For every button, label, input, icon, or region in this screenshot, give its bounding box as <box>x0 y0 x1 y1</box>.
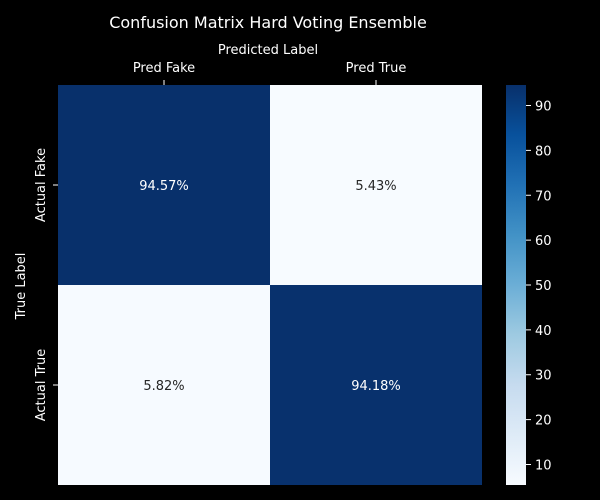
y-tick-label: Actual True <box>34 349 49 421</box>
x-tick-label: Pred True <box>346 61 407 76</box>
colorbar-tick-label: 70 <box>535 189 552 204</box>
x-tick-label: Pred Fake <box>133 61 195 76</box>
x-axis-label: Predicted Label <box>218 43 318 58</box>
colorbar: 10 20 30 40 50 60 70 80 90 <box>506 85 552 485</box>
colorbar-gradient <box>506 85 526 485</box>
heatmap-cell <box>58 85 270 285</box>
heatmap-cell <box>58 285 270 485</box>
colorbar-tick-label: 50 <box>535 279 552 294</box>
colorbar-tick-label: 20 <box>535 414 552 429</box>
heatmap-cell <box>270 85 482 285</box>
x-ticks: Pred Fake Pred True <box>133 61 407 85</box>
y-axis-label: True Label <box>14 253 29 321</box>
cell-value-label: 94.57% <box>139 179 189 194</box>
colorbar-tick-label: 10 <box>535 458 552 473</box>
cell-value-label: 94.18% <box>351 379 401 394</box>
colorbar-tick-label: 80 <box>535 144 552 159</box>
heatmap-cells: 94.57% 5.43% 5.82% 94.18% <box>58 85 482 485</box>
heatmap-cell <box>270 285 482 485</box>
cell-value-label: 5.82% <box>143 379 184 394</box>
chart-title: Confusion Matrix Hard Voting Ensemble <box>109 13 427 32</box>
colorbar-tick-label: 90 <box>535 100 552 115</box>
colorbar-tick-label: 30 <box>535 369 552 384</box>
cell-value-label: 5.43% <box>355 179 396 194</box>
colorbar-tick-label: 60 <box>535 234 552 249</box>
colorbar-tick-label: 40 <box>535 324 552 339</box>
y-tick-label: Actual Fake <box>34 148 49 222</box>
y-ticks: Actual Fake Actual True <box>34 148 58 421</box>
